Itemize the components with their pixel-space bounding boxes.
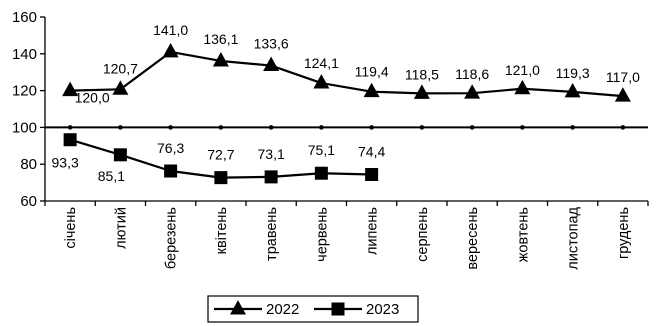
- data-label: 93,3: [52, 155, 79, 171]
- data-label: 133,6: [254, 36, 289, 52]
- reference-point: [369, 125, 374, 130]
- reference-point: [268, 125, 274, 130]
- triangle-marker: [614, 87, 631, 102]
- x-tick-label: січень: [63, 207, 79, 249]
- y-tick-label: 120: [12, 83, 37, 100]
- legend-item-2023: 2023: [314, 301, 399, 318]
- legend: 2022 2023: [207, 295, 419, 323]
- reference-point: [67, 125, 73, 130]
- data-label: 136,1: [203, 31, 238, 47]
- data-label: 75,1: [308, 142, 335, 158]
- y-tick-label: 140: [12, 46, 37, 63]
- data-label: 124,1: [304, 55, 339, 71]
- legend-item-2022: 2022: [214, 300, 299, 318]
- data-label: 120,0: [75, 90, 110, 106]
- y-tick-label: 100: [12, 119, 37, 136]
- data-label: 120,7: [103, 60, 138, 76]
- x-tick-label: вересень: [465, 207, 481, 270]
- square-marker: [314, 166, 328, 180]
- legend-square-marker: [331, 302, 345, 316]
- reference-point: [118, 125, 123, 130]
- triangle-marker: [212, 52, 229, 67]
- series-group: [62, 43, 631, 185]
- data-label: 141,0: [153, 22, 188, 38]
- x-tick-label: серпень: [415, 207, 431, 262]
- triangle-marker: [112, 80, 129, 95]
- triangle-marker: [263, 56, 280, 72]
- x-tick-label: травень: [264, 207, 280, 261]
- axes: 60 80 100 120 140 160 січень лютий березень квіте…: [12, 9, 649, 270]
- reference-point: [168, 125, 173, 130]
- triangle-marker: [413, 84, 430, 99]
- triangle-marker: [363, 82, 380, 98]
- reference-point: [218, 125, 224, 130]
- x-tick-label: липень: [365, 207, 381, 255]
- triangle-marker: [62, 81, 79, 97]
- reference-point: [469, 125, 475, 130]
- data-label: 121,0: [505, 62, 540, 78]
- data-label: 119,4: [355, 64, 389, 80]
- data-label: 85,1: [98, 168, 125, 184]
- data-label: 117,0: [606, 69, 640, 85]
- series-2022: [62, 43, 631, 102]
- series-line-2022: [70, 50, 623, 98]
- reference-point: [620, 125, 626, 130]
- data-labels: 120,0 120,7 141,0 136,1 133,6 124,1 119,4 118,5…: [52, 22, 641, 184]
- triangle-marker: [564, 82, 581, 98]
- legend-triangle-marker: [230, 300, 246, 315]
- data-label: 118,5: [405, 66, 439, 82]
- square-marker: [63, 133, 77, 147]
- x-tick-label: листопад: [566, 206, 582, 269]
- triangle-marker: [162, 43, 179, 58]
- triangle-marker: [313, 74, 330, 89]
- reference-line-100: [45, 125, 648, 130]
- square-marker: [264, 170, 278, 184]
- reference-point: [570, 125, 575, 130]
- data-label: 76,3: [157, 140, 184, 156]
- data-label: 118,6: [455, 66, 489, 82]
- x-tick-label: червень: [314, 207, 330, 262]
- x-tick-label: лютий: [113, 207, 129, 249]
- x-tick-label: жовтень: [515, 207, 531, 262]
- data-label: 119,3: [556, 65, 590, 81]
- data-label: 73,1: [258, 146, 285, 162]
- y-tick-label: 60: [20, 193, 37, 210]
- y-tick-label: 160: [12, 9, 37, 26]
- reference-point: [419, 125, 425, 130]
- series-2023: [63, 133, 379, 185]
- data-label: 72,7: [207, 147, 234, 163]
- data-label: 74,4: [358, 144, 385, 160]
- square-marker: [113, 148, 127, 162]
- square-marker: [365, 168, 379, 182]
- y-tick-label: 80: [20, 156, 37, 173]
- x-tick-label: грудень: [616, 207, 632, 259]
- x-tick-label: квітень: [214, 207, 230, 254]
- square-marker: [164, 164, 178, 178]
- square-marker: [214, 171, 228, 185]
- triangle-marker: [514, 79, 531, 95]
- reference-point: [520, 125, 525, 130]
- legend-label: 2022: [266, 301, 299, 318]
- legend-label: 2023: [366, 301, 399, 318]
- x-tick-label: березень: [164, 207, 180, 269]
- triangle-marker: [464, 84, 481, 99]
- reference-point: [319, 125, 324, 130]
